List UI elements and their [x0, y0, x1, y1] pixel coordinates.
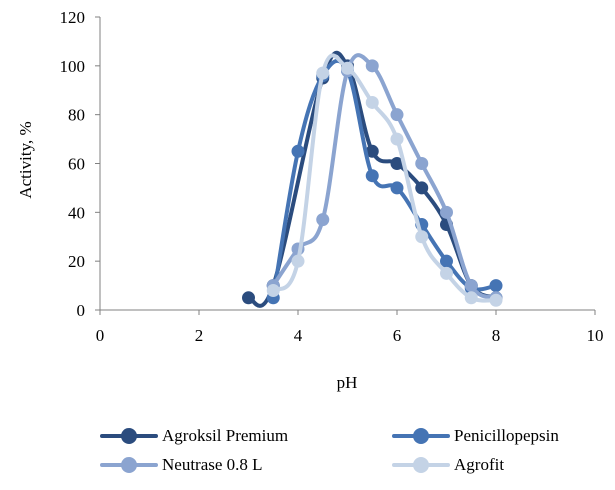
data-point[interactable] [291, 254, 305, 268]
y-tick-label: 60 [68, 155, 85, 174]
series-line [271, 53, 498, 300]
legend-label: Agroksil Premium [162, 426, 289, 445]
x-axis-label: pH [337, 373, 358, 392]
legend-swatch-dot [413, 457, 429, 473]
legend-swatch-line [392, 428, 450, 444]
y-tick-label: 120 [60, 8, 86, 27]
data-point[interactable] [365, 169, 379, 183]
legend-label: Penicillopepsin [454, 426, 559, 445]
legend-swatch-dot [121, 457, 137, 473]
legend-swatch-line [100, 428, 158, 444]
y-tick-label: 100 [60, 57, 86, 76]
y-tick-label: 20 [68, 252, 85, 271]
x-tick-group: 0 2 4 6 8 10 [96, 310, 604, 345]
legend-label: Agrofit [454, 455, 505, 474]
data-point[interactable] [291, 144, 305, 158]
x-tick-label: 4 [294, 326, 303, 345]
data-point[interactable] [390, 157, 404, 170]
data-point[interactable] [489, 279, 503, 293]
data-point[interactable] [464, 279, 478, 293]
legend-item-agrofit[interactable]: Agrofit [392, 455, 504, 475]
x-tick-label: 2 [195, 326, 204, 345]
series-agrofit [266, 53, 503, 307]
y-axis-label: Activity, % [16, 121, 35, 198]
data-point[interactable] [440, 266, 453, 280]
data-point[interactable] [365, 95, 379, 109]
y-tick-label: 40 [68, 203, 85, 222]
y-tick-label: 0 [77, 301, 86, 320]
legend-swatch-line [392, 457, 450, 473]
legend-item-neutrase[interactable]: Neutrase 0.8 L [100, 455, 263, 475]
series-line [271, 53, 498, 303]
series-penicillopepsin [266, 58, 503, 305]
x-tick-label: 0 [96, 326, 105, 345]
data-point[interactable] [489, 293, 503, 307]
legend-swatch-line [100, 457, 158, 473]
data-point[interactable] [365, 144, 379, 158]
x-tick-label: 10 [587, 326, 604, 345]
data-point[interactable] [464, 291, 478, 305]
data-point[interactable] [440, 205, 453, 219]
series-group [242, 50, 503, 308]
legend-item-agroksil-premium[interactable]: Agroksil Premium [100, 426, 288, 446]
legend-item-penicillopepsin[interactable]: Penicillopepsin [392, 426, 559, 446]
data-point[interactable] [440, 254, 453, 268]
data-point[interactable] [415, 157, 429, 170]
x-tick-label: 6 [393, 326, 402, 345]
data-point[interactable] [266, 283, 280, 297]
data-point[interactable] [390, 108, 404, 122]
data-point[interactable] [242, 291, 255, 305]
y-tick-label: 80 [68, 106, 85, 125]
y-tick-group: 0 20 40 60 80 100 120 [60, 8, 100, 320]
legend-swatch-dot [121, 428, 137, 444]
x-tick-label: 8 [492, 326, 501, 345]
series-neutrase-0-8-l [266, 53, 503, 305]
data-point[interactable] [390, 181, 404, 195]
data-point[interactable] [316, 66, 330, 80]
data-point[interactable] [415, 230, 429, 244]
data-point[interactable] [316, 213, 330, 227]
data-point[interactable] [341, 61, 354, 75]
legend-label: Neutrase 0.8 L [162, 455, 263, 474]
data-point[interactable] [365, 59, 379, 73]
legend-swatch-dot [413, 428, 429, 444]
data-point[interactable] [390, 132, 404, 146]
data-point[interactable] [415, 181, 429, 195]
